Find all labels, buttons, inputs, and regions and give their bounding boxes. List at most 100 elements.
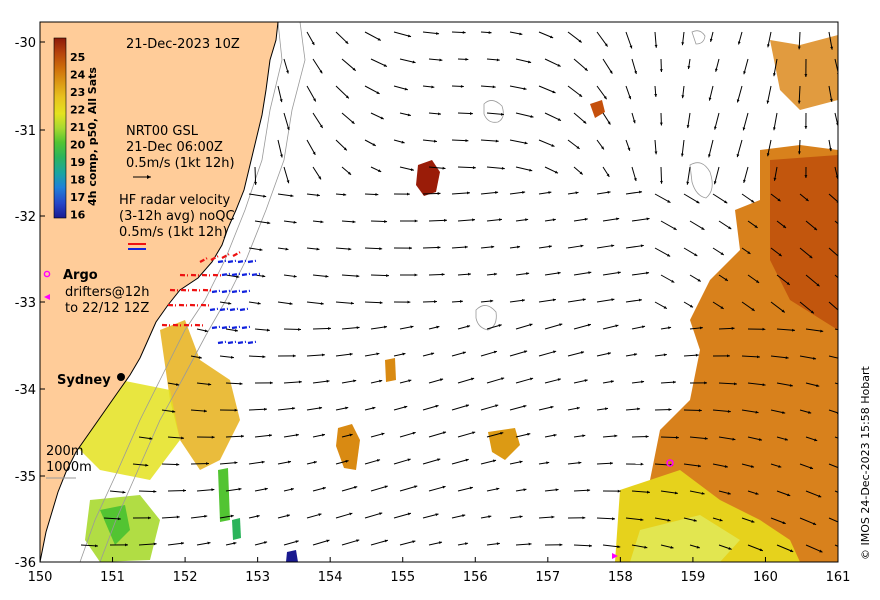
current-arrow (335, 352, 353, 357)
current-arrow (80, 544, 98, 548)
current-arrow (422, 404, 439, 411)
current-arrow (312, 539, 330, 546)
current-arrow (341, 379, 357, 384)
current-arrow (428, 166, 446, 170)
current-arrow (422, 300, 437, 304)
current-arrow (686, 166, 691, 185)
current-arrow (741, 409, 759, 414)
isobath-1000m (99, 22, 306, 562)
current-arrow (364, 459, 381, 465)
current-arrow (659, 112, 663, 126)
current-arrow (399, 540, 416, 546)
gsl-legend-arrow (133, 175, 151, 179)
current-arrow (306, 301, 324, 306)
current-arrow (451, 245, 468, 249)
current-arrow (509, 31, 523, 36)
gsl-legend-line3: 0.5m/s (1kt 12h) (126, 156, 235, 171)
current-arrow (167, 489, 187, 493)
current-arrow (602, 271, 621, 276)
current-arrow (654, 247, 671, 257)
current-arrow (625, 85, 632, 100)
current-arrow (683, 463, 702, 468)
current-arrow (538, 139, 555, 147)
current-arrow (858, 356, 868, 360)
current-arrow (689, 326, 703, 330)
current-arrow (219, 355, 234, 359)
hf-radar-vector (231, 325, 241, 330)
current-arrow (799, 517, 817, 526)
current-arrow (631, 166, 637, 182)
hf-radar-vector (199, 257, 208, 263)
current-arrow (567, 351, 585, 357)
current-arrow (422, 458, 441, 465)
current-arrow (515, 323, 533, 330)
current-arrow (654, 85, 658, 97)
hf-radar-vector (221, 272, 231, 277)
current-arrow (364, 301, 383, 305)
sydney-marker (117, 373, 125, 381)
current-arrow (625, 31, 633, 49)
hf-radar-vector (229, 307, 239, 312)
current-arrow (219, 514, 234, 519)
current-arrow (370, 432, 385, 438)
current-arrow (138, 436, 153, 440)
current-arrow (776, 382, 793, 387)
current-arrow (515, 377, 534, 384)
isobath-seamount-1 (483, 100, 504, 123)
current-arrow (567, 461, 582, 465)
current-arrow (486, 218, 503, 222)
y-tick-label: -36 (15, 556, 36, 571)
current-arrow (248, 407, 267, 411)
current-arrow (103, 517, 121, 521)
current-arrow (770, 409, 786, 414)
current-arrow (828, 517, 838, 523)
current-arrow (480, 404, 499, 411)
current-arrow (393, 139, 405, 144)
y-tick-label: -31 (15, 124, 36, 139)
current-arrow (138, 490, 157, 493)
current-arrow (834, 382, 838, 385)
current-arrow (335, 301, 354, 305)
current-arrow (422, 139, 437, 143)
hf-radar-vectors (161, 251, 261, 345)
current-arrow (834, 166, 838, 179)
current-arrow (393, 246, 412, 250)
y-tick-label: -35 (15, 470, 36, 485)
colorbar-tick-label: 20 (70, 139, 86, 152)
current-arrow (737, 31, 743, 45)
x-tick-label: 160 (753, 570, 778, 585)
current-arrow (741, 517, 755, 523)
current-arrow (457, 377, 475, 384)
current-arrow (742, 112, 749, 131)
current-arrow (712, 409, 731, 413)
current-arrow (573, 166, 584, 175)
hf-radar-vector (247, 259, 257, 264)
current-arrow (718, 382, 737, 386)
current-arrow (451, 191, 470, 195)
current-arrow (538, 31, 554, 39)
current-arrow (364, 512, 383, 519)
current-arrow (335, 406, 349, 411)
current-arrow (225, 328, 238, 332)
isobath-200m (79, 22, 283, 562)
current-arrow (741, 463, 755, 468)
current-arrow (277, 460, 292, 465)
current-arrow (277, 514, 290, 519)
current-arrow (254, 328, 270, 332)
current-arrow (428, 431, 447, 438)
current-arrow (196, 435, 215, 439)
sst-patch-eddy (416, 160, 440, 196)
current-arrow (306, 193, 320, 197)
current-arrow (602, 217, 620, 222)
current-arrow (422, 246, 441, 249)
current-arrow (277, 193, 294, 198)
current-arrow (770, 517, 786, 525)
current-arrow (399, 485, 418, 492)
current-arrow (772, 112, 778, 131)
current-arrow (312, 433, 326, 438)
current-arrow (196, 382, 212, 386)
current-arrow (689, 436, 708, 440)
current-arrow (736, 139, 743, 158)
current-arrow (538, 515, 555, 519)
